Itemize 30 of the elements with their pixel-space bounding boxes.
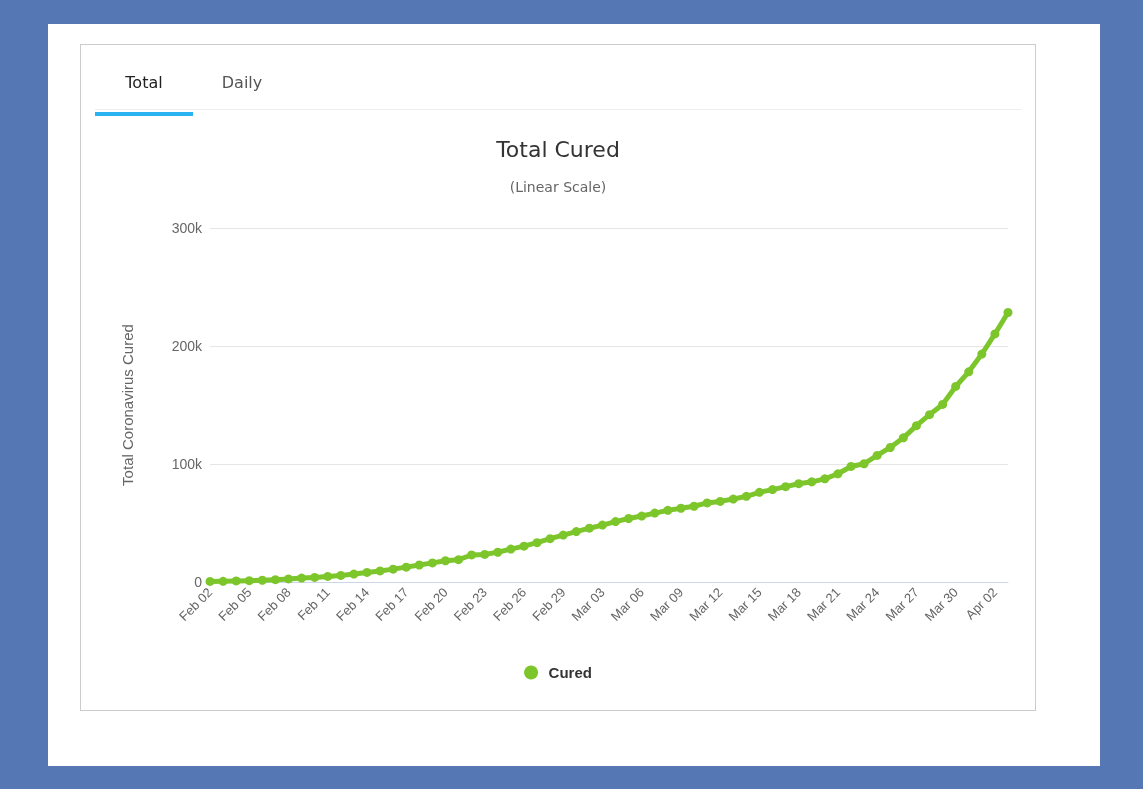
x-tick-label: Mar 03 <box>568 584 608 624</box>
x-tick-label: Feb 17 <box>372 584 412 624</box>
y-tick-label: 100k <box>171 456 203 472</box>
chart-subtitle: (Linear Scale) <box>509 179 607 195</box>
x-tick-label: Feb 14 <box>333 584 373 624</box>
x-tick-label: Mar 24 <box>843 584 883 624</box>
x-tick-label: Feb 29 <box>529 584 569 624</box>
x-tick-label: Mar 27 <box>882 584 922 624</box>
x-tick-label: Feb 20 <box>411 584 451 624</box>
text: Daily <box>220 73 264 94</box>
x-tick-label: Feb 23 <box>450 584 491 624</box>
x-tick-label: Mar 21 <box>804 584 844 624</box>
x-tick-label: Feb 05 <box>215 584 255 624</box>
text: Total <box>95 73 193 116</box>
y-axis-title: Total Coronavirus Cured <box>119 324 136 486</box>
y-tick-label: 200k <box>171 338 203 354</box>
x-tick-label: Mar 09 <box>647 584 687 624</box>
x-tick-label: Mar 30 <box>921 584 961 624</box>
x-tick-label: Mar 18 <box>764 584 804 624</box>
y-tick-label: 300k <box>171 220 203 236</box>
x-tick-label: Mar 06 <box>607 584 648 624</box>
x-tick-label: Apr 02 <box>962 584 1001 623</box>
x-tick-label: Mar 15 <box>725 584 765 624</box>
chart-title: Total Cured <box>495 136 620 162</box>
x-tick-label: Feb 11 <box>294 584 334 624</box>
legend-label: Cured <box>548 664 592 681</box>
x-tick-label: Mar 12 <box>686 584 726 624</box>
x-tick-label: Feb 26 <box>490 584 530 624</box>
x-tick-label: Feb 08 <box>254 584 294 624</box>
y-tick-label: 0 <box>194 574 203 590</box>
